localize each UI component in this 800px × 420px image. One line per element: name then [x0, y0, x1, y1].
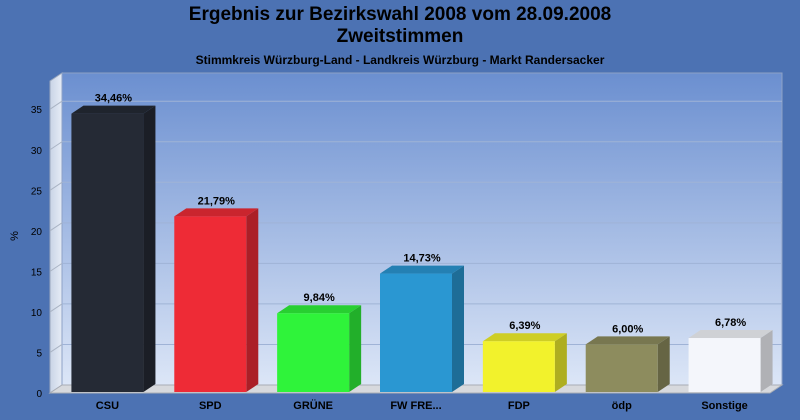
bar-side: [554, 333, 567, 392]
bar-top: [482, 333, 567, 342]
bars: 34,46% 21,79% 9,84% 14,73% 6,39% 6,00% 6,78%: [71, 93, 773, 392]
bar-front: [482, 341, 555, 392]
y-tick-label: 30: [31, 146, 43, 157]
y-tick-label: 20: [31, 227, 43, 238]
bar-value-label: 14,73%: [403, 253, 441, 265]
bar-ödp: 6,00%: [585, 323, 670, 392]
gridline-side: [49, 181, 63, 191]
bar-value-label: 34,46%: [95, 93, 133, 105]
chart-title-line2: Zweitstimmen: [336, 26, 464, 47]
bar-value-label: 21,79%: [198, 195, 236, 207]
bar-value-label: 6,39%: [509, 320, 540, 332]
plot-side-wall: [49, 72, 63, 394]
x-tick-label: SPD: [199, 400, 222, 412]
x-axis: CSU SPD GRÜNE FW FRE... FDP ödp Sonstige: [96, 399, 748, 412]
bar-front: [585, 344, 658, 392]
bar-top: [174, 208, 259, 217]
y-tick-label: 0: [36, 389, 42, 400]
bar-top: [277, 305, 362, 314]
chart-title: Ergebnis zur Bezirkswahl 2008 vom 28.09.…: [0, 4, 800, 48]
bar-side: [246, 208, 259, 392]
bar-value-label: 6,78%: [715, 317, 746, 329]
x-tick-label: Sonstige: [701, 400, 747, 412]
y-tick-label: 25: [31, 186, 43, 197]
y-tick-label: 35: [31, 105, 43, 116]
gridline-side: [49, 303, 63, 313]
bar-spd: 21,79%: [174, 195, 259, 392]
bar-front: [277, 313, 350, 392]
gridline-side: [49, 262, 63, 272]
bar-front: [71, 113, 144, 392]
chart-title-line1: Ergebnis zur Bezirkswahl 2008 vom 28.09.…: [188, 4, 612, 25]
bar-front: [174, 216, 247, 392]
bar-fdp: 6,39%: [482, 320, 567, 392]
x-tick-label: GRÜNE: [293, 399, 333, 412]
bar-value-label: 6,00%: [612, 323, 643, 335]
x-tick-label: ödp: [612, 400, 632, 412]
gridline-side: [49, 141, 63, 151]
chart-subtitle: Stimmkreis Würzburg-Land - Landkreis Wür…: [195, 53, 605, 67]
bar-top: [585, 336, 670, 345]
bar-side: [657, 336, 670, 392]
bar-front: [380, 273, 452, 392]
gridline-side: [49, 100, 63, 110]
y-axis-label: %: [9, 231, 21, 241]
bar-top: [71, 105, 156, 114]
bar-side: [452, 265, 464, 392]
bar-sonstige: 6,78%: [688, 317, 773, 392]
y-axis: 0 5 10 15 20 25 30 35: [31, 105, 43, 400]
gridline-side: [49, 222, 63, 232]
bar-top: [380, 265, 464, 274]
bar-side: [143, 105, 156, 392]
y-tick-label: 10: [31, 308, 43, 319]
x-tick-label: CSU: [96, 400, 119, 412]
bar-side: [760, 330, 773, 392]
x-tick-label: FDP: [508, 400, 530, 412]
gridline-side: [49, 344, 63, 353]
y-tick-label: 5: [36, 348, 42, 359]
bar-value-label: 9,84%: [304, 292, 335, 304]
x-tick-label: FW FRE...: [390, 400, 441, 412]
bar-top: [688, 330, 773, 339]
bar-csu: 34,46%: [71, 93, 156, 392]
y-tick-label: 15: [31, 267, 43, 278]
bar-grüne: 9,84%: [277, 292, 362, 392]
bar-front: [688, 338, 761, 392]
bar-fw-fre-: 14,73%: [380, 253, 464, 392]
bar-side: [349, 305, 362, 392]
